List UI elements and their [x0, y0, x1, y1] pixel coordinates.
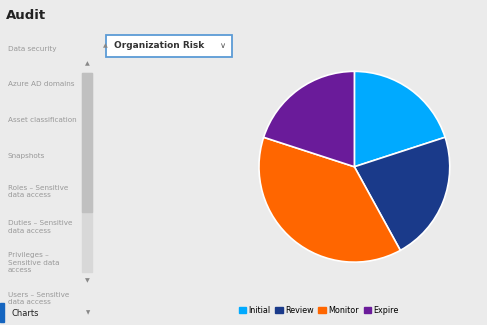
- Text: Roles – Sensitive
data access: Roles – Sensitive data access: [8, 185, 68, 198]
- Text: Duties – Sensitive
data access: Duties – Sensitive data access: [8, 220, 73, 234]
- Legend: Initial, Review, Monitor, Expire: Initial, Review, Monitor, Expire: [235, 302, 402, 318]
- FancyBboxPatch shape: [106, 35, 232, 57]
- Text: Audit: Audit: [6, 9, 46, 22]
- Wedge shape: [263, 72, 355, 167]
- Text: Users – Sensitive
data access: Users – Sensitive data access: [8, 292, 69, 305]
- Text: Asset classification: Asset classification: [8, 117, 76, 123]
- Text: Organization Risk: Organization Risk: [114, 41, 204, 50]
- Text: Snapshots: Snapshots: [8, 153, 45, 159]
- Wedge shape: [355, 72, 445, 167]
- Text: Privileges –
Sensitive data
access: Privileges – Sensitive data access: [8, 252, 59, 273]
- Text: ▲: ▲: [85, 61, 90, 66]
- Wedge shape: [259, 137, 400, 262]
- Text: ∨: ∨: [220, 41, 226, 50]
- Text: Data security: Data security: [8, 46, 56, 52]
- Text: ▼: ▼: [85, 278, 90, 283]
- Wedge shape: [355, 137, 450, 250]
- Text: Charts: Charts: [12, 309, 39, 318]
- Text: Azure AD domains: Azure AD domains: [8, 82, 75, 87]
- Bar: [0, 303, 4, 322]
- Text: ▲: ▲: [103, 44, 108, 48]
- Bar: [82, 72, 92, 272]
- Bar: [82, 72, 92, 212]
- Text: ▼: ▼: [86, 311, 90, 316]
